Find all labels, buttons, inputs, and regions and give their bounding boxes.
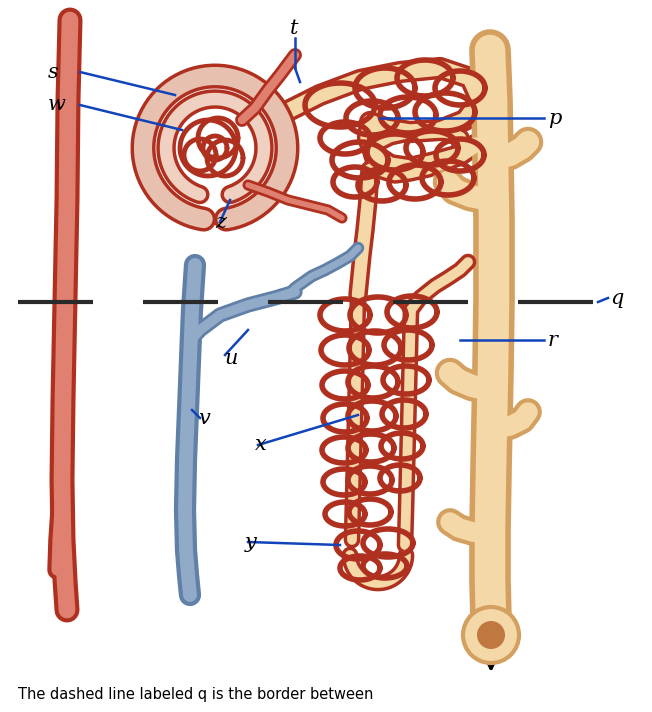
Text: p: p [548,108,561,127]
Text: u: u [225,348,239,367]
Text: w: w [48,95,66,115]
Text: y: y [245,533,257,552]
Text: s: s [48,63,59,81]
Circle shape [477,621,505,649]
Text: x: x [255,436,267,454]
Text: v: v [198,409,210,427]
Text: q: q [610,288,623,308]
Text: r: r [548,330,558,350]
Text: t: t [290,19,299,38]
Circle shape [463,607,519,663]
Text: z: z [215,212,226,231]
Text: The dashed line labeled q is the border between: The dashed line labeled q is the border … [18,688,374,703]
